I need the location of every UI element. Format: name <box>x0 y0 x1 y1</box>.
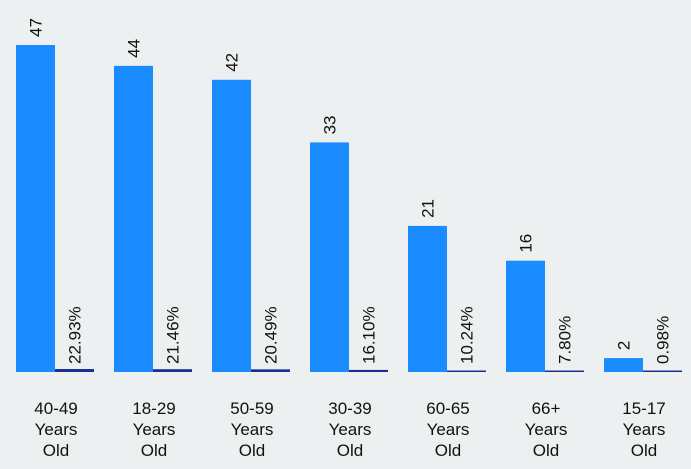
data-label-percent: 16.10% <box>360 306 379 364</box>
data-label-count: 2 <box>615 341 634 350</box>
x-tick-label: 40-49 Years Old <box>34 399 77 460</box>
bar-percent <box>251 369 290 372</box>
x-tick-label: 66+ Years Old <box>525 399 568 460</box>
bar-percent <box>55 369 94 372</box>
bar-count <box>604 358 643 372</box>
data-label-percent: 0.98% <box>654 316 673 364</box>
data-label-percent: 10.24% <box>458 306 477 364</box>
bar-percent <box>643 370 682 372</box>
data-label-count: 33 <box>321 115 340 134</box>
data-label-count: 42 <box>223 53 242 72</box>
bar-count <box>506 260 545 372</box>
bar-count <box>114 65 153 372</box>
data-label-count: 21 <box>419 199 438 218</box>
data-label-count: 44 <box>125 39 144 58</box>
bar-count <box>16 45 55 372</box>
data-label-percent: 21.46% <box>164 306 183 364</box>
bar-percent <box>349 369 388 372</box>
data-label-percent: 20.49% <box>262 306 281 364</box>
bar-percent <box>153 369 192 372</box>
x-tick-label: 18-29 Years Old <box>132 399 175 460</box>
x-tick-label: 50-59 Years Old <box>230 399 273 460</box>
bar-percent <box>447 370 486 372</box>
data-label-percent: 7.80% <box>556 316 575 364</box>
data-label-percent: 22.93% <box>66 306 85 364</box>
x-tick-label: 15-17 Years Old <box>622 399 665 460</box>
bar-percent <box>545 370 584 372</box>
bar-count <box>310 142 349 372</box>
data-label-count: 16 <box>517 234 536 253</box>
data-label-count: 47 <box>27 18 46 37</box>
x-tick-label: 60-65 Years Old <box>426 399 469 460</box>
x-tick-label: 30-39 Years Old <box>328 399 371 460</box>
bar-count <box>408 225 447 372</box>
bar-count <box>212 79 251 372</box>
